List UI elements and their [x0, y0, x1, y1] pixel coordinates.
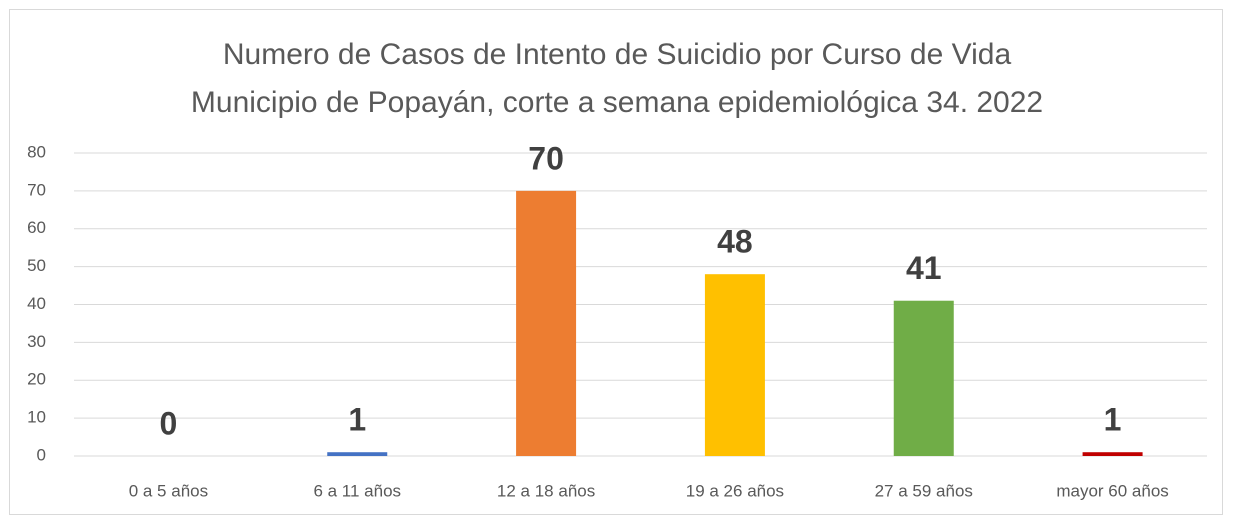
y-tick-label: 80 [27, 142, 46, 161]
x-tick-label: mayor 60 años [1056, 481, 1168, 500]
data-label: 1 [348, 402, 366, 438]
x-tick-label: 19 a 26 años [686, 481, 784, 500]
x-tick-label: 12 a 18 años [497, 481, 595, 500]
bar [893, 300, 954, 456]
data-label: 70 [528, 140, 564, 176]
y-tick-label: 30 [27, 332, 46, 351]
chart-title: Municipio de Popayán, corte a semana epi… [191, 86, 1043, 119]
chart-frame [9, 9, 1223, 515]
x-tick-label: 0 a 5 años [129, 481, 208, 500]
data-label: 1 [1104, 402, 1122, 438]
bar [1082, 452, 1143, 456]
y-tick-label: 50 [27, 256, 46, 275]
bar [704, 274, 765, 456]
y-tick-label: 60 [27, 218, 46, 237]
x-tick-label: 6 a 11 años [313, 481, 401, 500]
data-label: 48 [717, 224, 753, 260]
y-tick-label: 70 [27, 180, 46, 199]
y-tick-label: 40 [27, 294, 46, 313]
data-label: 0 [160, 405, 178, 441]
y-tick-label: 10 [27, 408, 46, 427]
y-tick-label: 20 [27, 370, 46, 389]
y-tick-label: 0 [37, 445, 46, 464]
bar [516, 190, 577, 456]
bar [327, 452, 388, 456]
chart-title: Numero de Casos de Intento de Suicidio p… [223, 38, 1012, 71]
x-tick-label: 27 a 59 años [875, 481, 973, 500]
data-label: 41 [906, 250, 942, 286]
